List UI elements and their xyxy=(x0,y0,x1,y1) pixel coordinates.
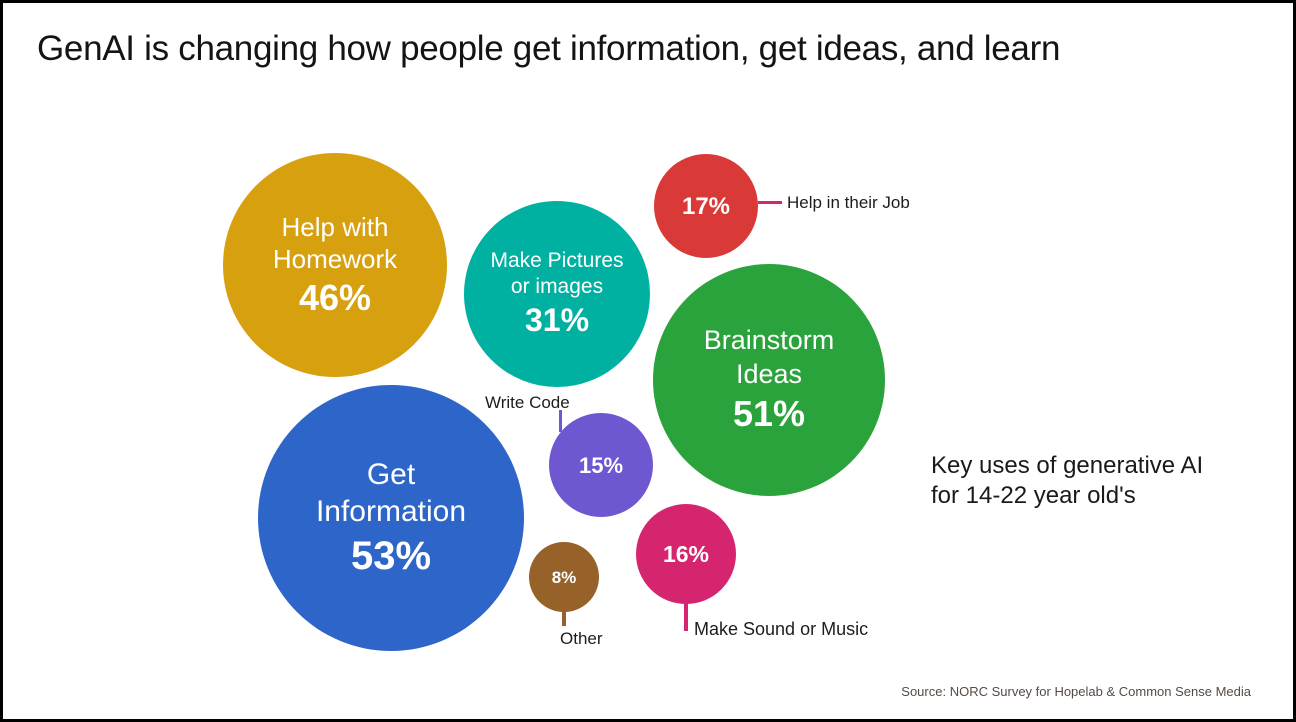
bubble-value: 31% xyxy=(524,302,590,339)
bubble-other: 8% xyxy=(529,542,599,612)
bubble-help-with-homework: Help with Homework 46% xyxy=(223,153,447,377)
bubble-value: 16% xyxy=(662,541,710,568)
bubble-label-line: Brainstorm xyxy=(703,325,835,356)
bubble-help-in-their-job: 17% xyxy=(654,154,758,258)
bubble-value: 46% xyxy=(298,277,372,318)
bubble-value: 51% xyxy=(732,393,806,435)
bubble-make-sound-or-music: 16% xyxy=(636,504,736,604)
help-in-their-job-connector-line xyxy=(758,201,782,204)
bubble-write-code: 15% xyxy=(549,413,653,517)
chart-caption-line2: for 14-22 year old's xyxy=(931,482,1136,509)
bubble-label-line: Get xyxy=(366,458,416,492)
other-label: Other xyxy=(560,629,603,648)
chart-caption: Key uses of generative AI for 14-22 year… xyxy=(931,451,1203,511)
bubble-label-line: Ideas xyxy=(735,358,803,389)
bubble-brainstorm-ideas: Brainstorm Ideas 51% xyxy=(653,264,885,496)
write-code-label: Write Code xyxy=(485,393,570,412)
chart-caption-line1: Key uses of generative AI xyxy=(931,452,1204,479)
bubble-value: 15% xyxy=(578,453,624,479)
bubble-value: 8% xyxy=(551,567,577,587)
bubble-label-line: Help with xyxy=(281,211,389,242)
source-credit: Source: NORC Survey for Hopelab & Common… xyxy=(901,684,1251,699)
bubble-label-line: Make Pictures xyxy=(490,249,624,273)
help-in-their-job-label: Help in their Job xyxy=(787,193,910,212)
other-connector-line xyxy=(562,611,566,626)
bubble-value: 53% xyxy=(350,533,432,578)
write-code-connector-line xyxy=(559,410,562,432)
bubble-get-information: Get Information 53% xyxy=(258,385,524,651)
page-title: GenAI is changing how people get informa… xyxy=(37,29,1061,68)
make-sound-or-music-connector-line xyxy=(684,602,688,631)
bubble-make-pictures-or-images: Make Pictures or images 31% xyxy=(464,201,650,387)
bubble-label-line: Homework xyxy=(272,243,398,274)
bubble-label-line: Information xyxy=(315,495,467,529)
bubble-label-line: or images xyxy=(510,275,604,299)
bubble-value: 17% xyxy=(681,192,731,220)
make-sound-or-music-label: Make Sound or Music xyxy=(694,619,869,639)
